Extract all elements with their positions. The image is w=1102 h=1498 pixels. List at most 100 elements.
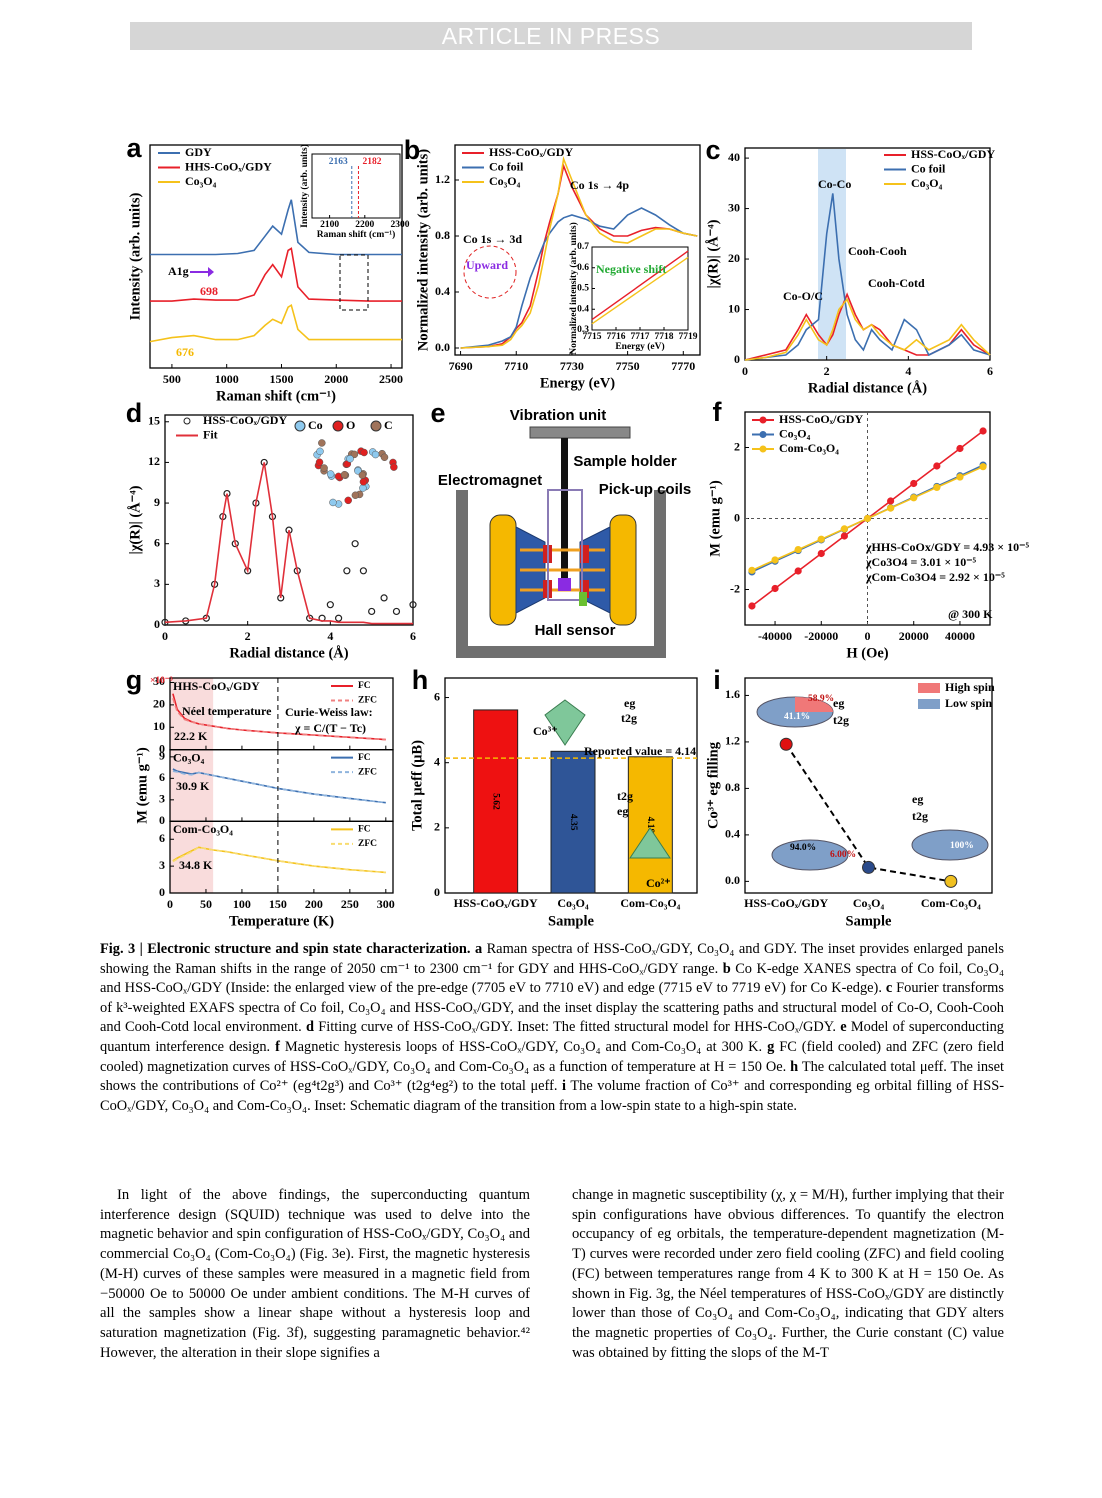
model-atom (318, 439, 326, 447)
annotation: χCo3O4 = 3.01 × 10⁻⁵ (865, 555, 977, 569)
bar (473, 709, 519, 894)
atom-label: O (346, 418, 355, 432)
data-line (172, 846, 386, 874)
data-line (172, 697, 386, 741)
annotation: 94.0% (790, 843, 816, 853)
annotation: t2g (912, 809, 928, 823)
x-tick-label: 2 (245, 629, 251, 643)
annotation: A1g (168, 264, 189, 278)
x-tick-label: 7690 (449, 359, 473, 373)
model-atom (329, 498, 337, 507)
bar-value-label: 4.18 (645, 817, 655, 834)
x-tick-label: 2500 (379, 372, 403, 386)
atom-swatch (370, 420, 382, 432)
tetrahedron (629, 827, 671, 859)
inset-x-label: Energy (eV) (615, 341, 664, 352)
data-point (979, 463, 987, 471)
caption-panel-text: The calculated total μeff. The inset sho… (100, 1058, 1004, 1095)
panel-label: b (404, 135, 421, 165)
x-tick-label: 7770 (671, 359, 695, 373)
x-tick-label: 7710 (504, 359, 528, 373)
y-tick-label: 10 (153, 719, 165, 733)
data-point (956, 473, 964, 481)
annotation: Cooh-Cotd (868, 276, 925, 290)
inset-x-label: Raman shift (cm⁻¹) (317, 229, 396, 240)
y-axis-label: Normalized intensity (arb. units) (415, 149, 431, 351)
model-atom (344, 496, 352, 505)
fraction-disk (911, 829, 989, 861)
legend-swatch (918, 699, 940, 709)
annotation: Reported value = 4.14 (584, 744, 696, 758)
x-tick-label: 6 (410, 629, 416, 643)
inset-y-tick-label: 0.7 (577, 242, 589, 252)
diagram-label: Sample holder (573, 453, 677, 470)
x-tick-label: 1000 (215, 372, 239, 386)
magnet-yoke (609, 514, 637, 626)
data-point (409, 601, 417, 609)
panel-label: g (126, 665, 143, 695)
data-point (910, 479, 918, 488)
annotation: Néel temperature (182, 704, 272, 718)
annotation: χ = C/(T − Tc) (294, 721, 366, 735)
caption-panel-text: Model of superconducting quantum interfe… (100, 1019, 1004, 1055)
legend-label: HHS-CoOₓ/GDY (185, 159, 272, 173)
data-point (862, 860, 875, 874)
y-tick-label: 3 (154, 576, 160, 590)
x-tick-label: 7730 (560, 359, 584, 373)
octahedron (544, 699, 586, 746)
x-axis-label: Sample (846, 913, 892, 929)
caption-panel-text: Fourier transforms of k³-weighted EXAFS … (100, 980, 1004, 1036)
annotation: Co³⁺ (533, 724, 558, 738)
caption-panel-label: i (562, 1078, 567, 1095)
x-tick-label: -20000 (804, 629, 838, 643)
x-tick-label: 6 (987, 364, 993, 378)
x-tick-label: HSS-CoOₓ/GDY (744, 896, 828, 910)
caption-panel-text: Raman spectra of HSS-CoOₓ/GDY, Co₃O₄ and… (100, 941, 1004, 977)
x-axis-label: Energy (eV) (540, 375, 615, 391)
annotation: 30.9 K (176, 779, 210, 793)
data-point (817, 535, 825, 543)
y-tick-label: 6 (154, 535, 160, 549)
model-atom (346, 455, 354, 463)
x-tick-label: 50 (200, 897, 212, 911)
data-line (149, 303, 402, 343)
y-tick-label: 2 (734, 439, 740, 453)
x-tick-label: -40000 (758, 629, 792, 643)
x-tick-label: 250 (341, 897, 359, 911)
x-tick-label: Co₃O₄ (853, 896, 885, 910)
annotation: t2g (617, 789, 633, 803)
inset-frame (311, 153, 401, 219)
data-point (933, 483, 941, 492)
trend-line (785, 743, 952, 883)
x-tick-label: 2 (824, 364, 830, 378)
inset-y-tick-label: 0.6 (577, 263, 589, 273)
inset-x-tick-label: 2300 (391, 220, 410, 230)
caption-panel-text: Co K-edge XANES spectra of Co foil, Co₃O… (100, 960, 1004, 997)
inset-x-tick-label: 2100 (320, 220, 339, 230)
x-tick-label: 0 (865, 629, 871, 643)
annotation: 676 (176, 345, 194, 359)
y-axis-label: |χ(R)| (Å⁻⁴) (705, 219, 721, 288)
inset-x-tick-label: 7715 (583, 332, 602, 342)
model-atom (359, 478, 368, 486)
inset-x-tick-label: 7717 (631, 332, 650, 342)
plot-frame (744, 677, 993, 894)
hall-sensor (579, 592, 587, 606)
data-point (910, 494, 918, 502)
legend-label: Co₃O₄ (779, 426, 811, 440)
atom-label: C (384, 418, 393, 432)
y-tick-label: 30 (728, 200, 740, 214)
legend-label: HSS-CoOₓ/GDY (779, 412, 863, 426)
legend-marker (183, 417, 191, 425)
data-point (887, 504, 895, 512)
diagram-label: Hall sensor (535, 622, 616, 639)
y-tick-label: 0 (734, 510, 740, 524)
y-tick-label: -2 (730, 581, 740, 595)
x-tick-label: 0 (167, 897, 173, 911)
legend-label: HSS-CoOₓ/GDY (203, 413, 287, 427)
data-point (887, 497, 895, 505)
x-tick-label: 7750 (616, 359, 640, 373)
y-tick-label: 30 (153, 674, 165, 688)
data-line (150, 247, 402, 302)
figure-caption: Fig. 3 | Electronic structure and spin s… (100, 940, 1004, 1116)
